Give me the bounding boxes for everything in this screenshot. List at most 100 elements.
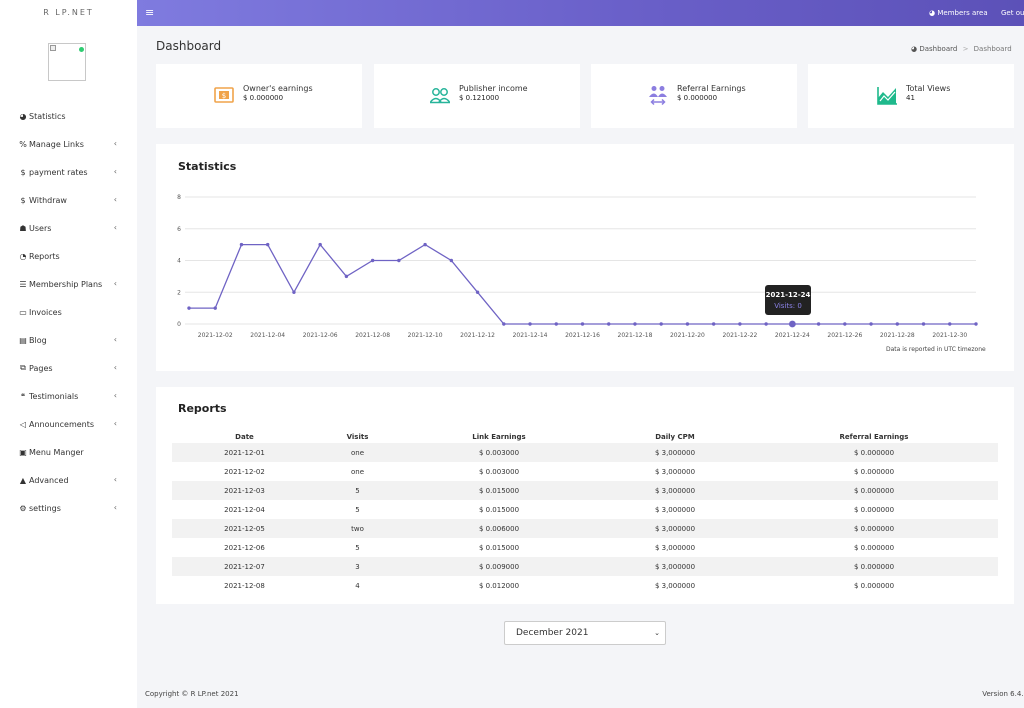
chevron-left-icon[interactable]: ‹ <box>113 139 117 148</box>
area-chart-icon <box>877 87 897 105</box>
data-point[interactable] <box>685 322 690 326</box>
data-point[interactable] <box>187 306 191 310</box>
table-row: 2021-12-07 3 $ 0.009000 $ 3,000000 $ 0.00000… <box>172 557 998 576</box>
chevron-left-icon[interactable]: ‹ <box>113 279 117 288</box>
data-point[interactable] <box>449 258 454 263</box>
table-cell: $ 0.000000 <box>750 519 998 538</box>
table-cell: 3 <box>317 557 398 576</box>
sidebar-item-statistics[interactable]: ◕ Statistics <box>0 102 137 130</box>
table-cell: $ 0.000000 <box>853 467 895 476</box>
tooltip-visits: Visits: 0 <box>774 302 802 310</box>
data-point[interactable] <box>633 322 637 326</box>
column-header[interactable]: Daily CPM <box>655 432 695 441</box>
table-cell: one <box>350 467 365 476</box>
sidebar-item-testimonials[interactable]: ❝ Testimonials ‹ <box>0 382 137 410</box>
breadcrumb-current: Dashboard <box>973 45 1012 53</box>
chevron-left-icon[interactable]: ‹ <box>113 363 117 372</box>
data-point[interactable] <box>607 322 611 326</box>
chevron-left-icon[interactable]: ‹ <box>113 475 117 484</box>
data-point[interactable] <box>843 322 847 326</box>
sidebar-item-withdraw[interactable]: $ Withdraw ‹ <box>0 186 137 214</box>
breadcrumb-home[interactable]: Dashboard <box>919 45 958 53</box>
sidebar-item-manage-links[interactable]: % Manage Links ‹ <box>0 130 137 158</box>
data-point[interactable] <box>266 242 270 247</box>
table-cell: $ 3,000000 <box>654 505 696 514</box>
data-point[interactable] <box>948 322 952 326</box>
data-point[interactable] <box>528 322 532 326</box>
x-tick-label: 2021-12-22 <box>722 332 757 339</box>
page-title: Dashboard <box>156 39 222 53</box>
y-tick-label: 4 <box>177 258 181 265</box>
table-row: 2021-12-02 one $ 0.003000 $ 3,000000 $ 0.000… <box>172 462 998 481</box>
chevron-left-icon[interactable]: ‹ <box>113 503 117 512</box>
hamburger-menu-icon[interactable]: ≡ <box>145 6 155 19</box>
get-out-link[interactable]: Get out <box>1001 9 1024 17</box>
column-header[interactable]: Link Earnings <box>472 432 526 441</box>
sidebar-item-advanced[interactable]: ▲ Advanced ‹ <box>0 466 137 494</box>
y-tick-label: 6 <box>177 226 181 233</box>
column-header[interactable]: Referral Earnings <box>839 432 909 441</box>
data-point[interactable] <box>974 322 978 326</box>
sidebar-item-label: Users <box>29 223 52 233</box>
sidebar-item-pages[interactable]: ⧉ Pages ‹ <box>0 354 137 382</box>
dashboard-icon: ◕ <box>929 9 936 17</box>
sidebar-item-label: payment rates <box>29 167 88 177</box>
column-header[interactable]: Date <box>235 432 254 441</box>
data-point[interactable] <box>239 242 244 247</box>
sidebar-item-announcements[interactable]: ◁ Announcements ‹ <box>0 410 137 438</box>
sidebar-item-users[interactable]: ☗ Users ‹ <box>0 214 137 242</box>
link-icon: % <box>19 139 27 149</box>
data-point[interactable] <box>475 290 480 294</box>
data-point[interactable] <box>816 322 821 326</box>
data-point[interactable] <box>292 290 296 294</box>
members-area-link[interactable]: ◕ Members area <box>929 9 988 17</box>
sidebar-item-menu-manger[interactable]: ▣ Menu Manger <box>0 438 137 466</box>
column-header[interactable]: Visits <box>346 432 369 441</box>
chevron-left-icon[interactable]: ‹ <box>113 391 117 400</box>
users-outline-icon <box>429 88 451 104</box>
sidebar-item-blog[interactable]: ▤ Blog ‹ <box>0 326 137 354</box>
data-point[interactable] <box>738 322 742 326</box>
data-point[interactable] <box>788 320 796 328</box>
data-point[interactable] <box>397 258 401 263</box>
data-point[interactable] <box>423 242 427 247</box>
sidebar-item-membership-plans[interactable]: ☰ Membership Plans ‹ <box>0 270 137 298</box>
chevron-left-icon[interactable]: ‹ <box>113 167 117 176</box>
brand-logo[interactable]: R LP.NET <box>43 8 94 17</box>
sidebar-item-settings[interactable]: ⚙ settings ‹ <box>0 494 137 522</box>
data-point[interactable] <box>764 322 768 326</box>
data-point[interactable] <box>213 306 217 310</box>
copyright-text: Copyright © R LP.net 2021 <box>145 690 239 698</box>
chevron-left-icon[interactable]: ‹ <box>113 419 117 428</box>
sidebar-item-reports[interactable]: ◔ Reports <box>0 242 137 270</box>
sidebar-item-invoices[interactable]: ▭ Invoices <box>0 298 137 326</box>
data-point[interactable] <box>921 322 926 326</box>
table-row: 2021-12-01 one $ 0.003000 $ 3,000000 $ 0.000… <box>172 443 998 462</box>
table-cell: 5 <box>317 481 398 500</box>
table-cell: 2021-12-07 <box>172 557 317 576</box>
data-point[interactable] <box>580 322 585 326</box>
data-point[interactable] <box>711 322 716 326</box>
x-tick-label: 2021-12-08 <box>355 332 390 339</box>
month-select-value: December 2021 <box>516 628 589 638</box>
chevron-left-icon[interactable]: ‹ <box>113 335 117 344</box>
credit-card-icon: ▭ <box>19 307 27 317</box>
online-status-dot <box>79 47 84 52</box>
chevron-left-icon[interactable]: ‹ <box>113 223 117 232</box>
sidebar-item-payment-rates[interactable]: $ payment rates ‹ <box>0 158 137 186</box>
data-point[interactable] <box>370 258 375 263</box>
data-point[interactable] <box>344 274 349 279</box>
chevron-left-icon[interactable]: ‹ <box>113 195 117 204</box>
avatar[interactable] <box>48 43 86 81</box>
data-point[interactable] <box>318 242 322 247</box>
month-select[interactable]: December 2021 ⌄ <box>504 621 666 645</box>
data-point[interactable] <box>869 322 873 326</box>
reports-card: Reports Date Visits Link Earnings Daily … <box>156 387 1014 604</box>
data-point[interactable] <box>502 322 506 326</box>
table-cell: $ 0.009000 <box>398 557 600 576</box>
data-point[interactable] <box>554 322 558 326</box>
data-point[interactable] <box>659 322 663 326</box>
data-point[interactable] <box>895 322 899 326</box>
footer: Copyright © R LP.net 2021 Version 6.4.0 <box>137 682 1024 708</box>
sidebar-item-label: Statistics <box>29 111 66 121</box>
